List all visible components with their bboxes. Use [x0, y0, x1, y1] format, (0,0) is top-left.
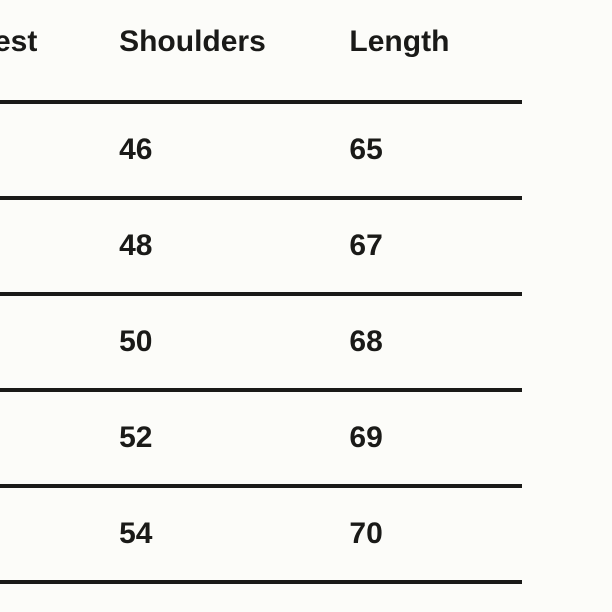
- table-row: 46 65: [0, 102, 522, 198]
- cell-length: 65: [349, 102, 522, 198]
- cell-shoulders: 52: [119, 390, 349, 486]
- cell-shoulders: 48: [119, 198, 349, 294]
- cell-chest: [0, 294, 119, 390]
- table-header-row: est Shoulders Length: [0, 0, 522, 102]
- cell-shoulders: 54: [119, 486, 349, 582]
- cell-chest: [0, 102, 119, 198]
- cell-length: 67: [349, 198, 522, 294]
- cell-chest: [0, 390, 119, 486]
- table-row: 48 67: [0, 198, 522, 294]
- table-row: 54 70: [0, 486, 522, 582]
- size-table-container: est Shoulders Length 46 65 48 67 50 68: [0, 0, 612, 612]
- cell-length: 70: [349, 486, 522, 582]
- cell-chest: [0, 486, 119, 582]
- cell-shoulders: 46: [119, 102, 349, 198]
- size-table: est Shoulders Length 46 65 48 67 50 68: [0, 0, 522, 584]
- table-row: 52 69: [0, 390, 522, 486]
- cell-chest: [0, 198, 119, 294]
- column-header-length: Length: [349, 0, 522, 102]
- table-row: 50 68: [0, 294, 522, 390]
- cell-shoulders: 50: [119, 294, 349, 390]
- column-header-shoulders: Shoulders: [119, 0, 349, 102]
- cell-length: 69: [349, 390, 522, 486]
- column-header-chest: est: [0, 0, 119, 102]
- cell-length: 68: [349, 294, 522, 390]
